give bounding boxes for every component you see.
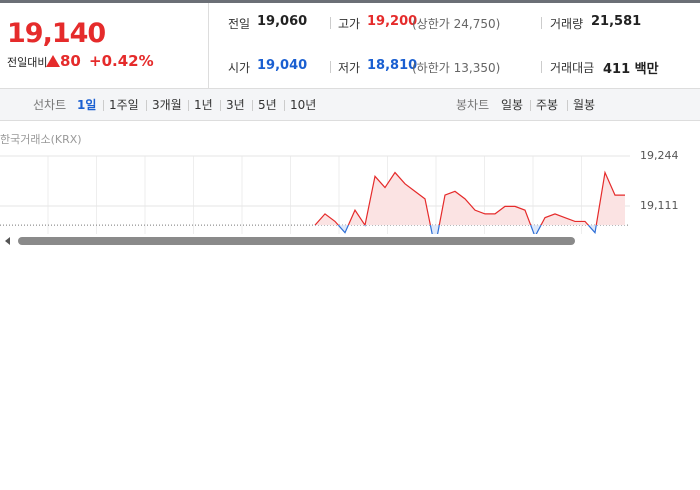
stat-label: 거래대금 [550,61,595,75]
separator [541,17,542,29]
separator [252,100,253,111]
up-icon [46,55,60,67]
separator [220,100,221,111]
candle-tab[interactable]: 주봉 [536,98,559,112]
candle-tab[interactable]: 일봉 [501,98,524,112]
stat-value: 18,810 [367,58,418,73]
period-tab[interactable]: 1일 [77,98,97,112]
stat-label: 저가 [338,61,361,75]
price-line-up [314,170,625,226]
period-tab[interactable]: 3개월 [152,98,182,112]
period-tab[interactable]: 10년 [290,98,317,112]
separator [330,61,331,73]
area-up [315,172,625,226]
separator [330,17,331,29]
y-tick-label: 19,111 [640,199,679,212]
separator [284,100,285,111]
stat-note: (상한가 24,750) [412,17,501,31]
stat-label: 전일 [228,17,251,31]
separator [146,100,147,111]
stat-value: 19,040 [257,58,308,73]
stat-label: 고가 [338,17,361,31]
chart-source: 한국거래소(KRX) [0,133,82,146]
stat-value: 411 백만 [603,62,659,77]
y-tick-label: 19,244 [640,149,679,162]
chart: 19,244 19,111 [0,149,679,234]
stat-label: 시가 [228,61,251,75]
stat-value: 19,060 [257,14,308,29]
period-tab[interactable]: 5년 [258,98,277,112]
period-tab[interactable]: 1주일 [109,98,139,112]
change: 80 [60,52,81,70]
stat-label: 거래량 [550,17,584,31]
tab-label: 봉차트 [456,98,490,112]
top-bar [0,0,700,3]
separator [188,100,189,111]
chart-tabs [0,88,700,121]
current-price: 19,140 [7,18,106,49]
separator [541,61,542,73]
change-rate: +0.42% [89,52,154,70]
separator [567,100,568,111]
stat-value: 19,200 [367,14,418,29]
stat-note: (하한가 13,350) [412,61,501,75]
scrollbar[interactable] [0,234,700,248]
tab-label: 선차트 [33,98,67,112]
stat-value: 21,581 [591,14,642,29]
period-tab[interactable]: 3년 [226,98,245,112]
area-down [315,225,625,234]
separator [530,100,531,111]
separator [103,100,104,111]
price-box [0,3,209,88]
period-tab[interactable]: 1년 [194,98,213,112]
change-label: 전일대비 [7,56,48,69]
candle-tab[interactable]: 월봉 [573,98,596,112]
